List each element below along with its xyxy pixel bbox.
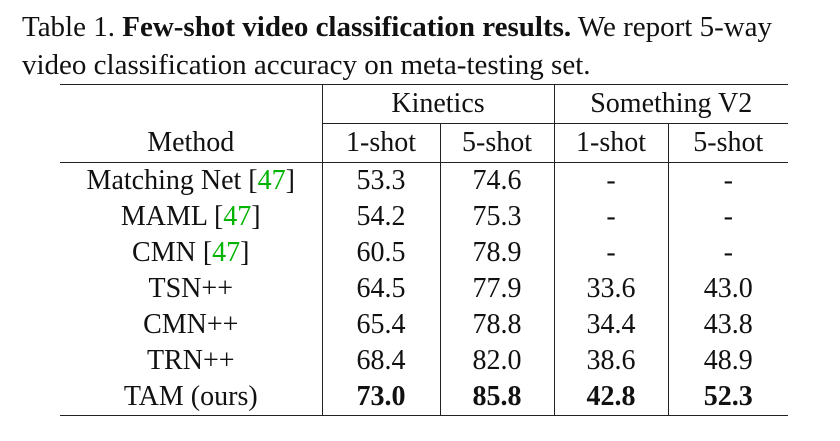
column-header-ssv2-5shot: 5-shot [693,127,764,158]
value-cell: - [723,237,733,268]
method-cell: CMN [47] [60,235,323,271]
table-body: Matching Net [47] 53.3 74.6- - MAML [47] 54.2… [60,162,788,416]
group-header-empty [60,84,323,124]
value-cell: 52.3 [668,379,788,416]
table-row: TSN++ 64.5 77.9 33.6 43.0 [60,271,788,307]
citation-link[interactable]: 47 [223,201,252,232]
value-cell: 85.8 [440,379,555,416]
value-cell: 34.4 [554,307,669,343]
value-cell: 48.9 [703,345,753,376]
value-cell: 54.2 [322,199,441,235]
method-name: TSN++ [148,273,233,304]
value-cell: 33.6 [554,271,669,307]
method-name: CMN++ [143,309,239,340]
caption-label: Table 1. [22,11,115,43]
value-cell: 53.3 [322,162,441,199]
value-cell: 43.8 [703,309,753,340]
method-cell: Matching Net [47] [60,162,323,199]
value-cell: 65.4 [322,307,441,343]
table-row: MAML [47] 54.2 75.3- - [60,199,788,235]
value-cell: - [554,235,669,271]
value-cell: 64.5 [322,271,441,307]
citation-link[interactable]: 47 [257,165,286,196]
group-header-something-v2: Something V2 [554,84,788,124]
table-row: TRN++ 68.4 82.0 38.6 48.9 [60,343,788,379]
method-name: MAML [120,201,207,232]
caption-title: Few-shot video classification results. [122,11,572,43]
method-cell: TRN++ [60,343,323,379]
method-name: TRN++ [146,345,235,376]
results-table: Kinetics Something V2 Method 1-shot 5-sh… [60,84,788,416]
value-cell: 77.9 [440,271,555,307]
value-cell: 43.0 [703,273,753,304]
column-header-kinetics-1shot: 1-shot [322,123,441,163]
value-cell: 74.6 [440,162,555,199]
value-cell: 60.5 [322,235,441,271]
method-name: CMN [132,237,196,268]
value-cell: - [554,162,669,199]
value-cell: - [668,162,788,199]
citation-link[interactable]: 47 [212,237,241,268]
table-row: Matching Net [47] 53.3 74.6- - [60,162,788,199]
method-cell: MAML [47] [60,199,323,235]
column-header-ssv2-1shot: 1-shot [554,123,669,163]
method-name: Matching Net [86,165,242,196]
value-cell: 78.8 [440,307,555,343]
value-cell: 42.8 [554,379,669,416]
caption-text: We report 5-way video classification acc… [22,11,773,81]
value-cell: - [723,201,733,232]
table-row: CMN++ 65.4 78.8 34.4 43.8 [60,307,788,343]
group-header-kinetics: Kinetics [322,84,555,124]
column-header-row: Method 1-shot 5-shot 1-shot 5-shot [60,123,788,163]
value-cell: 73.0 [322,379,441,416]
table-caption: Table 1. Few-shot video classification r… [22,8,822,84]
method-name: TAM (ours) [123,381,258,412]
value-cell: 82.0 [440,343,555,379]
value-cell: - [554,199,669,235]
value-cell: 68.4 [322,343,441,379]
group-header-row: Kinetics Something V2 [60,84,788,124]
value-cell: 38.6 [554,343,669,379]
value-cell: 78.9 [440,235,555,271]
table-row: TAM (ours) 73.0 85.8 42.8 52.3 [60,379,788,416]
table-row: CMN [47] 60.5 78.9- - [60,235,788,271]
method-cell: CMN++ [60,307,323,343]
column-header-method: Method [60,123,323,163]
value-cell: 75.3 [440,199,555,235]
method-cell: TAM (ours) [60,379,323,416]
column-header-kinetics-5shot: 5-shot [440,123,555,163]
method-cell: TSN++ [60,271,323,307]
